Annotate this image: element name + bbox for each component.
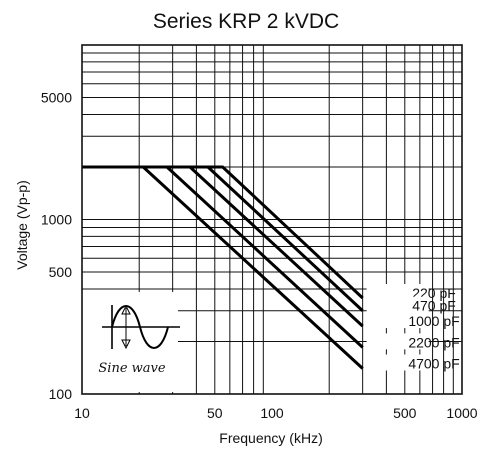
- series-label-background: [366, 296, 429, 313]
- y-axis-label: Voltage (Vp-p): [14, 180, 30, 270]
- grid: [82, 45, 462, 394]
- series-label: 2200 pF: [408, 334, 459, 350]
- series-label-background: [366, 333, 429, 350]
- series-lines: [82, 165, 364, 370]
- y-tick-label: 5000: [41, 90, 72, 106]
- y-tick-label: 100: [49, 386, 73, 402]
- sine-wave-inset: Sine wave: [82, 292, 180, 392]
- x-tick-labels: 10 50 100 500 1000: [74, 405, 478, 421]
- series-label: 470 pF: [412, 298, 456, 314]
- series-label: 4700 pF: [408, 356, 459, 372]
- series-label-background: [366, 312, 429, 329]
- x-tick-label: 10: [74, 405, 90, 421]
- chart-title: Series KRP 2 kVDC: [153, 10, 339, 33]
- series-label-background: [366, 283, 429, 300]
- y-tick-label: 500: [49, 264, 73, 280]
- series-label: 1000 pF: [408, 313, 459, 329]
- x-axis-label: Frequency (kHz): [219, 430, 322, 446]
- sine-wave-icon: [102, 304, 180, 350]
- x-tick-label: 100: [260, 405, 284, 421]
- y-tick-labels: 100 500 1000 5000: [41, 90, 72, 402]
- x-tick-label: 500: [393, 405, 417, 421]
- series-label-background: [366, 354, 429, 371]
- y-tick-label: 1000: [41, 212, 72, 228]
- x-tick-label: 1000: [446, 405, 477, 421]
- x-tick-label: 50: [207, 405, 223, 421]
- series-line: [82, 165, 364, 370]
- inset-label: Sine wave: [98, 361, 165, 376]
- plot-frame: [81, 44, 463, 395]
- series-line: [82, 165, 364, 300]
